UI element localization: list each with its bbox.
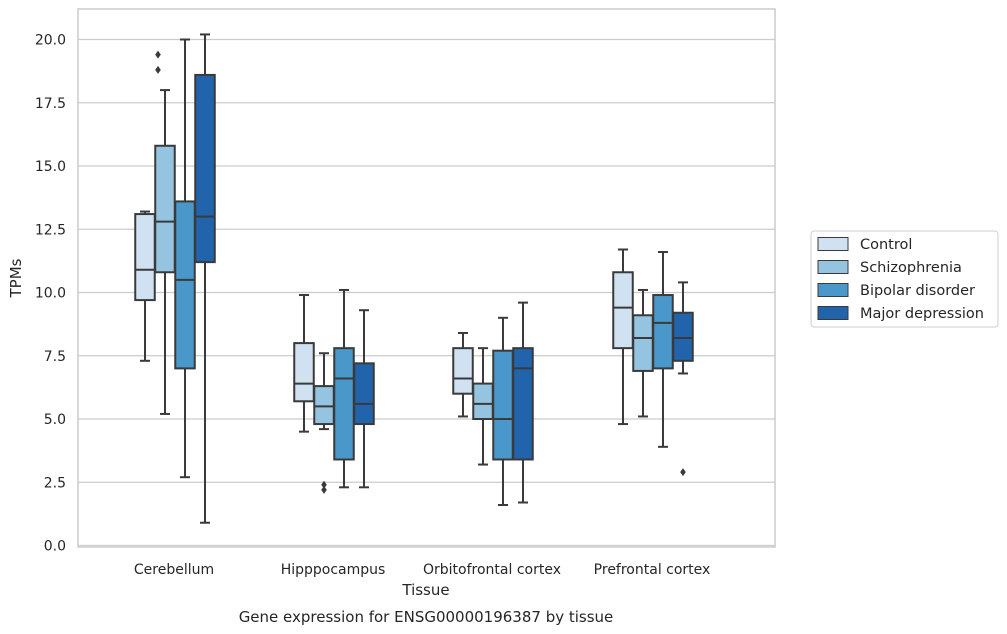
iqr-box xyxy=(154,144,176,274)
y-tick-label: 7.5 xyxy=(44,349,66,365)
iqr-box xyxy=(313,385,335,426)
legend-swatch xyxy=(817,306,849,320)
legend-swatch xyxy=(817,260,849,274)
iqr-box xyxy=(632,314,654,372)
iqr-box xyxy=(134,213,156,302)
outlier-point xyxy=(155,65,161,74)
iqr-box xyxy=(194,73,216,264)
box-major-depression xyxy=(353,309,375,489)
x-tick-label: Orbitofrontal cortex xyxy=(423,562,561,578)
x-tick-label: Hipppocampus xyxy=(281,562,386,578)
y-tick-label: 17.5 xyxy=(35,96,66,112)
iqr-box xyxy=(512,347,534,461)
legend-label: Bipolar disorder xyxy=(860,283,975,299)
y-tick-label: 2.5 xyxy=(44,475,66,491)
iqr-box xyxy=(472,382,494,420)
box-control xyxy=(134,210,156,362)
box-control xyxy=(612,248,634,426)
iqr-box xyxy=(333,347,355,461)
box-major-depression xyxy=(194,33,216,524)
plot-frame xyxy=(77,8,776,548)
outliers-cerebellum-control xyxy=(155,50,161,74)
iqr-box xyxy=(492,349,514,461)
box-bipolar-disorder xyxy=(174,38,196,479)
box-bipolar-disorder xyxy=(652,251,674,448)
iqr-box xyxy=(672,311,694,362)
iqr-box xyxy=(652,294,674,370)
y-tick-label: 12.5 xyxy=(35,222,66,238)
y-tick-label: 15.0 xyxy=(35,159,66,175)
x-axis-ticks: Cerebellum Hipppocampus Orbitofrontal cort… xyxy=(134,562,710,578)
x-tick-label: Cerebellum xyxy=(134,562,214,578)
y-tick-label: 10.0 xyxy=(35,286,66,302)
box-major-depression xyxy=(512,301,534,504)
iqr-box xyxy=(612,271,634,350)
x-tick-label: Prefrontal cortex xyxy=(594,562,711,578)
boxes xyxy=(134,33,694,524)
box-bipolar-disorder xyxy=(492,316,514,507)
legend-swatch xyxy=(817,237,849,251)
box-control xyxy=(293,294,315,433)
iqr-box xyxy=(353,362,375,426)
box-control xyxy=(452,331,474,418)
iqr-box xyxy=(293,342,315,403)
legend-swatch xyxy=(817,283,849,297)
chart-caption: Gene expression for ENSG00000196387 by t… xyxy=(239,608,614,626)
box-schizophrenia xyxy=(472,347,494,466)
iqr-box xyxy=(452,347,474,395)
legend-frame xyxy=(810,230,999,328)
y-tick-label: 0.0 xyxy=(44,539,66,555)
legend: Control Schizophrenia Bipolar disorder Majo… xyxy=(810,230,999,328)
outlier-point xyxy=(321,480,327,489)
outlier-point xyxy=(680,468,686,477)
y-tick-label: 5.0 xyxy=(44,412,66,428)
box-schizophrenia xyxy=(313,352,335,494)
box-schizophrenia xyxy=(632,288,654,418)
x-axis-label: Tissue xyxy=(401,581,449,599)
legend-label: Control xyxy=(860,237,912,253)
legend-label: Schizophrenia xyxy=(860,260,962,276)
iqr-box xyxy=(174,200,196,370)
y-tick-label: 20.0 xyxy=(35,33,66,49)
box-bipolar-disorder xyxy=(333,288,355,489)
outlier-point xyxy=(321,485,327,494)
box-major-depression xyxy=(672,281,694,477)
y-axis-ticks: 0.0 2.5 5.0 7.5 10.0 12.5 15.0 17.5 20.0 xyxy=(35,33,66,555)
y-axis-label: TPMs xyxy=(7,258,25,298)
box-schizophrenia xyxy=(154,89,176,415)
outlier-point xyxy=(155,50,161,59)
legend-label: Major depression xyxy=(860,306,984,322)
